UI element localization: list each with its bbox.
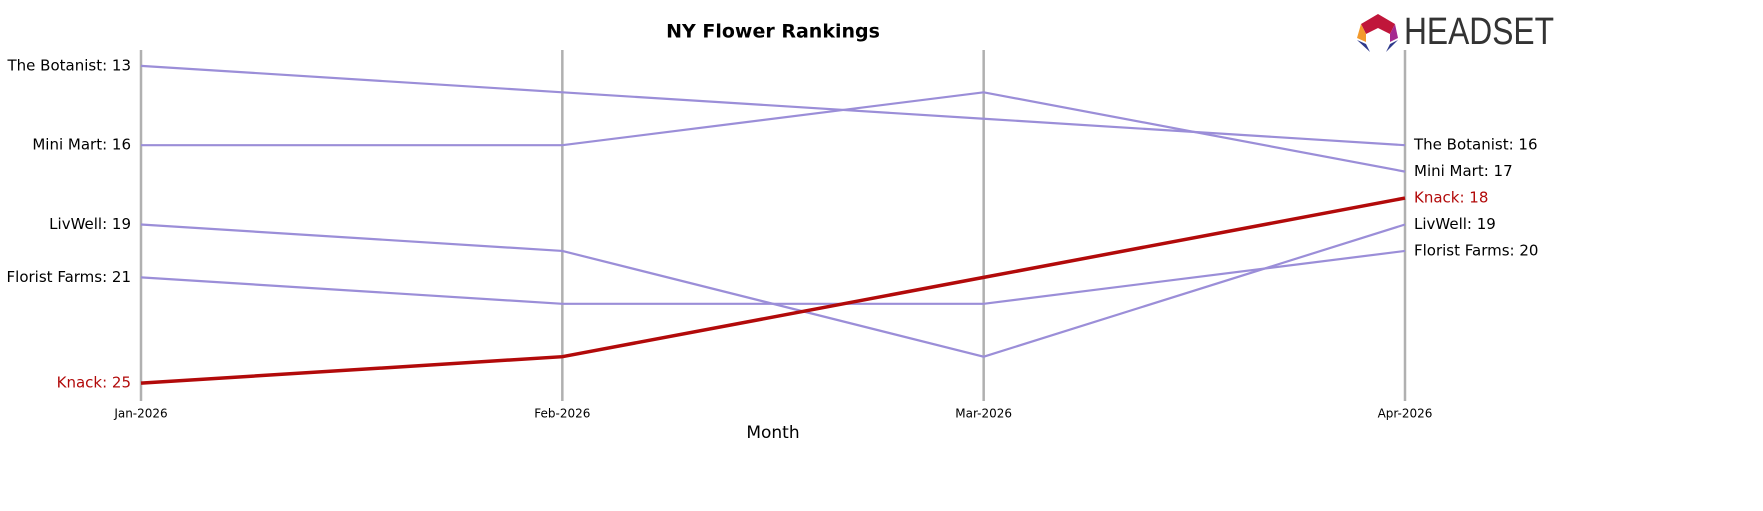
rank-label: LivWell: 19 [49, 215, 131, 233]
x-tick-label: Feb-2026 [534, 407, 590, 421]
x-tick-label: Jan-2026 [113, 407, 167, 421]
rank-label: The Botanist: 13 [7, 56, 132, 74]
chart-title: NY Flower Rankings [666, 21, 880, 43]
rank-line [140, 249, 1406, 305]
logo-mark [1357, 24, 1366, 42]
x-axis-label: Month [746, 423, 799, 443]
rank-label: LivWell: 19 [1414, 215, 1496, 233]
rank-label: Mini Mart: 16 [32, 136, 131, 154]
logo-mark [1390, 24, 1398, 42]
rank-label: Knack: 25 [57, 374, 131, 392]
logo-mark [1361, 14, 1395, 34]
rank-line [141, 91, 1406, 173]
rank-label: The Botanist: 16 [1413, 136, 1538, 154]
rank-label: Mini Mart: 17 [1414, 162, 1513, 180]
logo-mark [1386, 40, 1398, 52]
logo-text: HEADSET [1404, 11, 1554, 53]
logo-mark [1357, 40, 1370, 52]
rank-line [140, 196, 1406, 385]
rank-label: Florist Farms: 20 [1414, 241, 1538, 259]
logo: HEADSET [1357, 11, 1554, 53]
rank-line [140, 64, 1406, 147]
rank-line [140, 223, 1406, 358]
x-tick-label: Apr-2026 [1378, 407, 1433, 421]
rank-label: Florist Farms: 21 [7, 268, 131, 286]
rank-label: Knack: 18 [1414, 189, 1488, 207]
x-tick-label: Mar-2026 [955, 407, 1012, 421]
